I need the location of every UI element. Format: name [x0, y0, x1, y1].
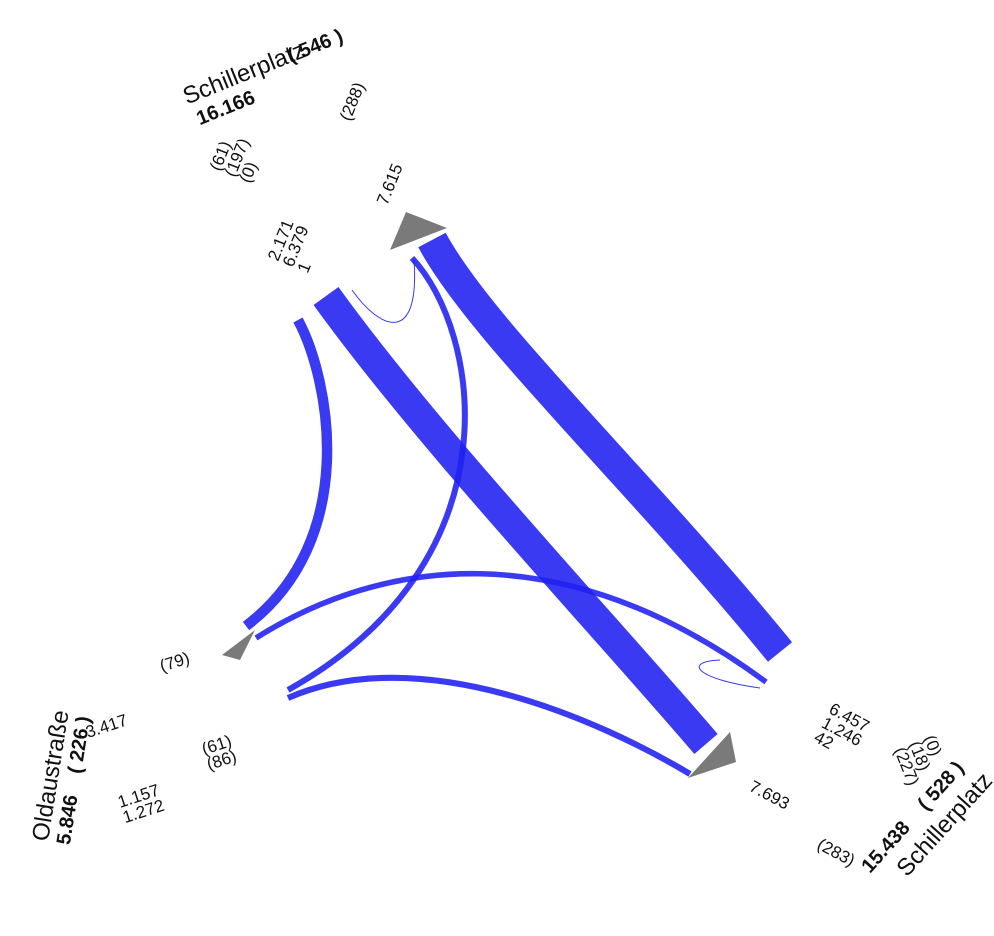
flow-west-to-south: [286, 674, 692, 777]
north-outflow-3: 1: [294, 260, 315, 276]
north-arm-header: Schillerplatz 16.166 ( 546 ): [179, 25, 346, 130]
flow-south-to-west: [286, 255, 468, 693]
north-arrowhead: [390, 212, 447, 250]
south-outflows: 6.457 1.246 42: [811, 699, 873, 753]
west-outflows: 1.157 1.272: [115, 781, 166, 827]
west-outflows-heavy: (61) (86): [199, 731, 239, 774]
flow-north-to-south: [313, 287, 718, 754]
north-arm-heavy: ( 546 ): [284, 25, 346, 67]
north-inflow-heavy: (288): [336, 80, 368, 124]
south-arm-header: 15.438 ( 528 ) Schillerplatz: [857, 757, 994, 882]
flow-south-to-north: [418, 232, 793, 662]
flow-west-to-north: [254, 570, 768, 685]
south-arrowhead: [688, 732, 736, 778]
flow-bands: [242, 232, 793, 777]
north-outflows-heavy: (61) (197) (0): [206, 136, 261, 186]
south-inflow-heavy: (283): [814, 835, 858, 870]
flow-north-uturn: [351, 259, 416, 323]
west-inflow: 3.417: [83, 711, 129, 742]
south-inflow: 7.693: [746, 777, 792, 814]
flow-south-uturn: [698, 659, 761, 689]
north-inflow: 7.615: [373, 161, 407, 208]
west-arrowhead: [222, 630, 255, 660]
flow-north-to-west: [242, 317, 333, 631]
west-inflow-heavy: (79): [157, 648, 192, 675]
north-outflows: 2.171 6.379 1: [264, 217, 315, 276]
